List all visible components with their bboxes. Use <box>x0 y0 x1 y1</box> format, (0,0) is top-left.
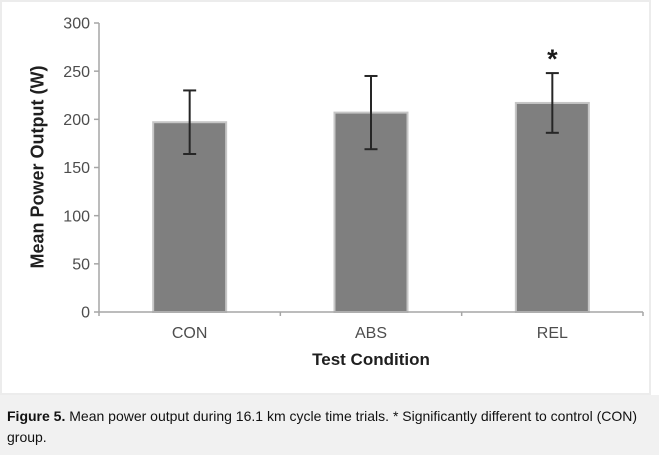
bar-chart: * 0 50 100 150 200 250 300 CON ABS REL Test Conditi… <box>27 16 644 369</box>
y-axis-title: Mean Power Output (W) <box>27 66 47 269</box>
x-category-label-ABS: ABS <box>355 325 387 342</box>
y-tick-label-200: 200 <box>63 112 90 129</box>
y-tick-label-300: 300 <box>63 16 90 33</box>
figure-caption-label: Figure 5. <box>7 408 66 424</box>
figure-caption: Figure 5. Mean power output during 16.1 … <box>0 395 659 455</box>
x-category-label-REL: REL <box>537 325 568 342</box>
bar-REL <box>514 101 590 313</box>
x-category-label-CON: CON <box>172 325 208 342</box>
y-tick-label-0: 0 <box>81 305 90 322</box>
y-tick-label-150: 150 <box>63 160 90 177</box>
sig-marker-REL: * <box>547 44 558 74</box>
y-tick-label-100: 100 <box>63 208 90 225</box>
y-tick-label-50: 50 <box>72 256 90 273</box>
y-tick-label-250: 250 <box>63 64 90 81</box>
x-axis-title: Test Condition <box>312 350 430 369</box>
figure-caption-text: Mean power output during 16.1 km cycle t… <box>7 408 638 445</box>
